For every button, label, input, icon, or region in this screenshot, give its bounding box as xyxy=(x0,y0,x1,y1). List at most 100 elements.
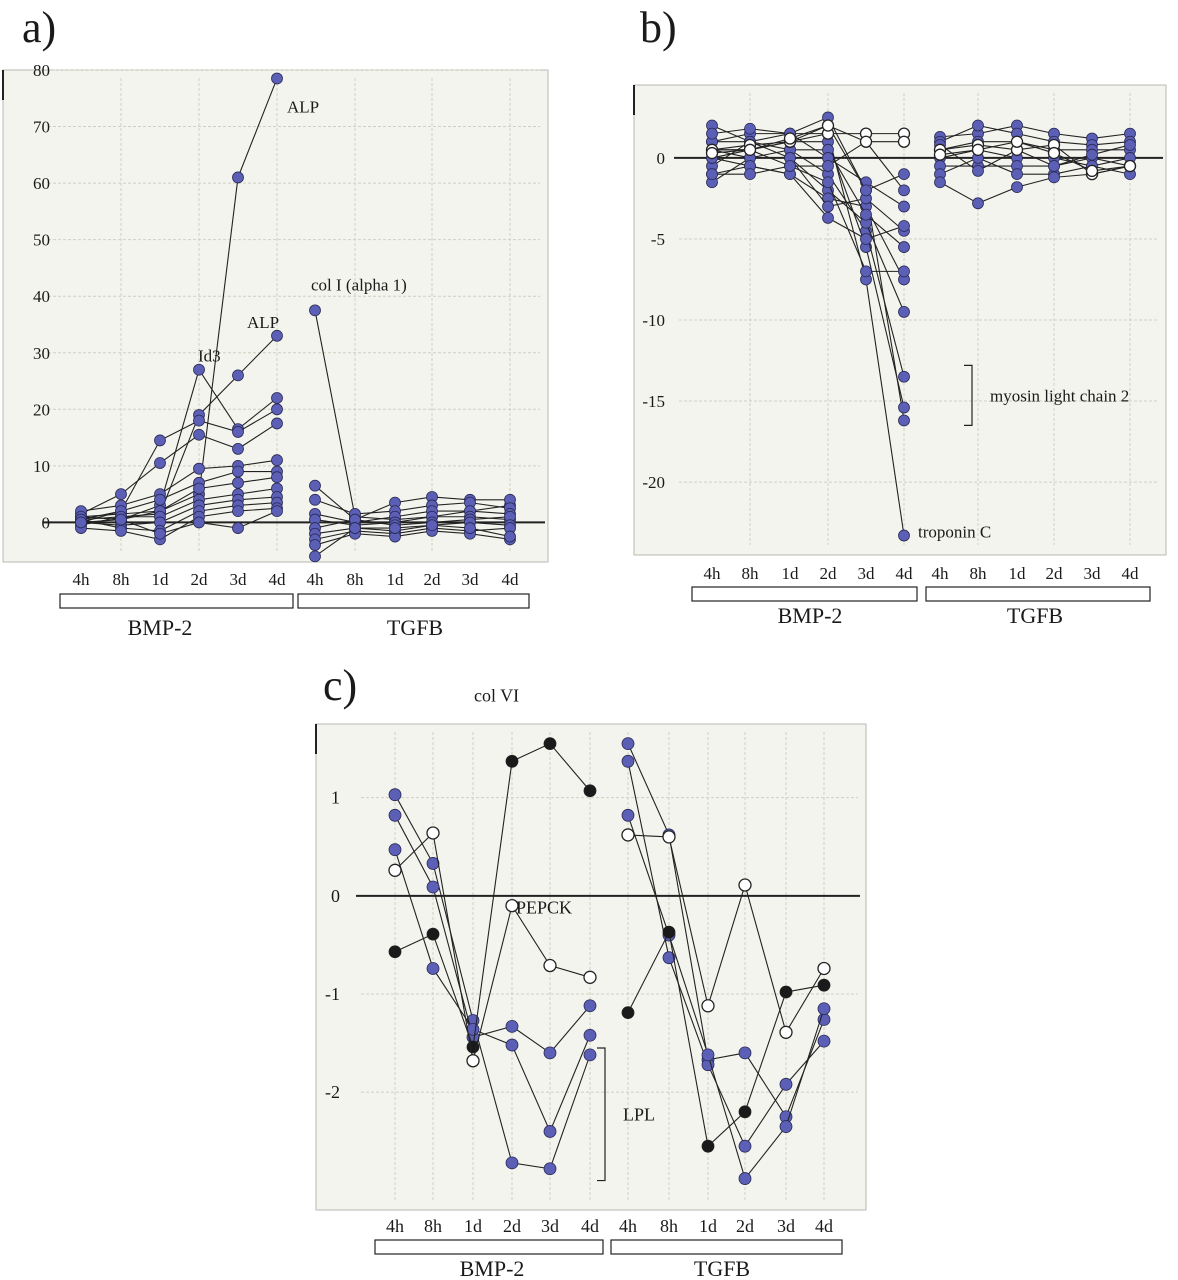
x-tick-label: 1d xyxy=(152,570,170,589)
data-point xyxy=(271,392,283,404)
series xyxy=(705,119,911,160)
data-point xyxy=(662,951,676,965)
data-point xyxy=(154,527,166,540)
data-point xyxy=(543,737,557,751)
data-point xyxy=(271,403,283,416)
data-point xyxy=(860,233,872,245)
data-point xyxy=(388,945,402,959)
y-tick-label: 70 xyxy=(33,118,50,137)
group-label: BMP-2 xyxy=(460,1256,525,1280)
series-line xyxy=(939,157,1131,175)
x-tick-label: 4h xyxy=(386,1216,404,1236)
data-point xyxy=(898,305,910,318)
series-line xyxy=(711,133,904,151)
annotation-label: col I (alpha 1) xyxy=(311,275,407,294)
series-line xyxy=(80,335,278,521)
annotation-label: PEPCK xyxy=(516,898,572,918)
data-point xyxy=(271,505,283,518)
x-tick-label: 3d xyxy=(462,570,480,589)
series-line xyxy=(80,487,278,526)
x-tick-label: 2d xyxy=(191,570,209,589)
data-point xyxy=(232,522,244,534)
series-line xyxy=(711,128,905,208)
data-point xyxy=(543,958,557,973)
data-point xyxy=(232,442,244,455)
x-tick-label: 4h xyxy=(307,570,325,589)
series xyxy=(706,122,910,213)
series-line xyxy=(314,516,511,529)
data-point xyxy=(744,122,756,135)
group-bracket xyxy=(297,593,530,609)
series-line xyxy=(939,141,1130,151)
data-point xyxy=(817,978,831,992)
data-point xyxy=(898,200,910,213)
data-point xyxy=(583,1028,597,1042)
data-point xyxy=(154,457,166,469)
data-point xyxy=(898,529,910,542)
series-line xyxy=(627,834,825,1034)
data-point xyxy=(701,1048,715,1062)
series-line xyxy=(711,157,905,232)
y-tick-label: 80 xyxy=(33,61,50,80)
data-point xyxy=(779,985,793,999)
series-line xyxy=(394,742,591,1048)
data-point xyxy=(738,1105,752,1119)
data-point xyxy=(662,830,676,844)
series xyxy=(388,737,831,1176)
data-point xyxy=(621,737,635,751)
data-point xyxy=(817,1002,831,1016)
data-point xyxy=(821,119,835,132)
x-tick-label: 4d xyxy=(815,1216,833,1236)
data-point xyxy=(817,961,831,976)
y-tick-label: 30 xyxy=(33,344,50,363)
data-point xyxy=(505,754,519,768)
x-tick-label: 8h xyxy=(347,570,365,589)
data-point xyxy=(75,516,87,529)
series-line xyxy=(711,124,904,154)
x-tick-label: 3d xyxy=(858,564,876,583)
x-tick-label: 1d xyxy=(782,564,800,583)
data-point xyxy=(817,1013,831,1026)
gridlines xyxy=(48,69,540,552)
data-point xyxy=(388,843,402,857)
data-point xyxy=(705,146,719,160)
group-bracket xyxy=(610,1239,843,1255)
x-tick-label: 4d xyxy=(1122,564,1140,583)
data-point xyxy=(505,898,519,913)
data-point xyxy=(271,417,283,430)
data-point xyxy=(193,516,205,529)
data-point xyxy=(822,200,834,213)
data-point xyxy=(1011,168,1023,181)
panel-label: c) xyxy=(323,661,357,710)
data-point xyxy=(388,808,402,822)
group-label: TGFB xyxy=(387,615,443,640)
data-point xyxy=(822,176,834,189)
x-tick-label: 4d xyxy=(581,1216,599,1236)
data-point xyxy=(738,878,752,892)
data-point xyxy=(388,863,402,877)
data-point xyxy=(309,479,321,492)
data-point xyxy=(860,265,872,278)
data-point xyxy=(898,265,910,278)
data-point xyxy=(232,465,244,478)
data-point xyxy=(662,925,676,939)
data-point xyxy=(115,488,127,501)
data-point xyxy=(779,1077,793,1091)
series-line xyxy=(711,149,905,377)
group-bracket xyxy=(59,593,294,609)
data-point xyxy=(505,1020,519,1033)
data-point xyxy=(860,184,872,197)
data-point xyxy=(779,1120,793,1133)
series-line xyxy=(80,470,277,523)
panel-c: c) 1 0 -1 -2 4h 8h 1d 2d 3d 4d 4h 8h 1d 2d 3d 4d BMP-2 TG… xyxy=(315,661,867,1280)
y-tick-label: 20 xyxy=(33,400,50,419)
data-point xyxy=(543,1162,557,1176)
x-tick-label: 2d xyxy=(1046,564,1064,583)
y-tick-label: 40 xyxy=(33,287,50,306)
data-point xyxy=(232,171,244,184)
data-point xyxy=(426,857,440,870)
data-point xyxy=(621,828,635,842)
data-point xyxy=(464,522,476,534)
annotation-label: ALP xyxy=(287,97,319,116)
